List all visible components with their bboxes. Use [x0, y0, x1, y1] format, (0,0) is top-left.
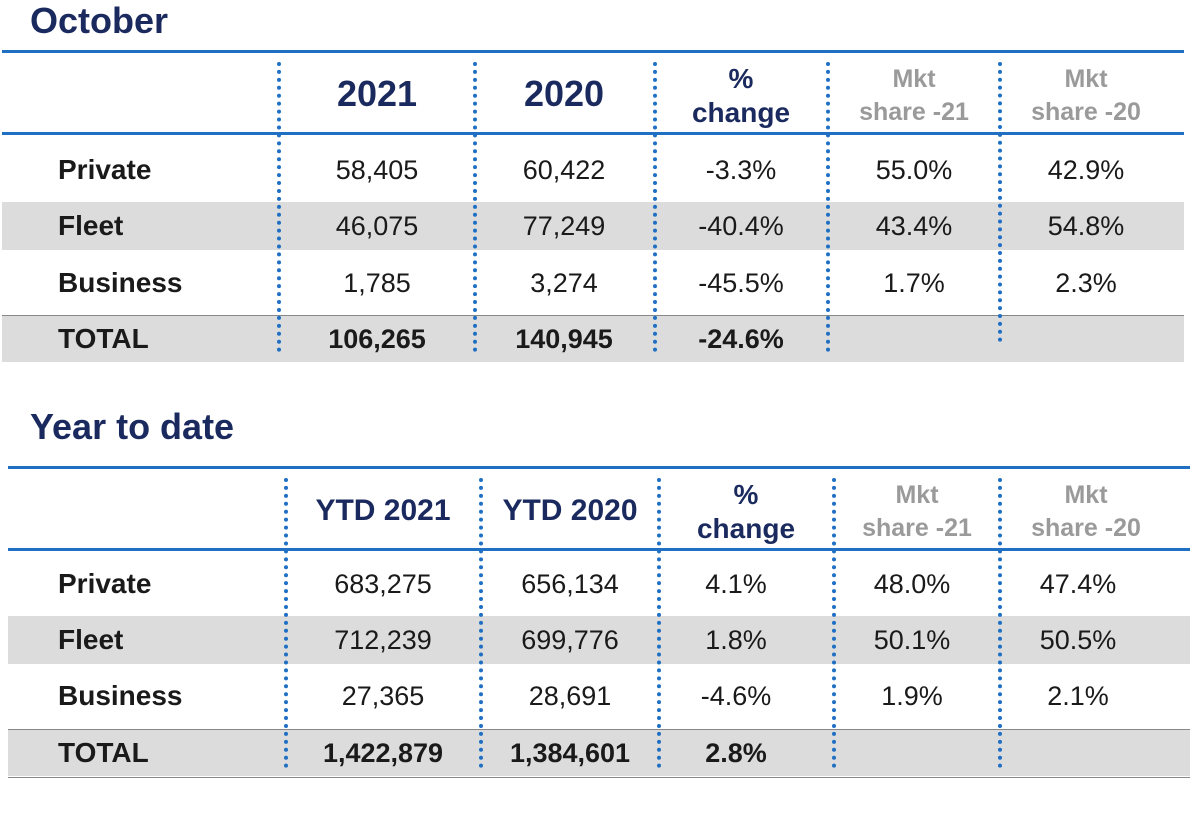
- cell-mkt-share-21-total: [831, 316, 997, 362]
- cell-ytd-2020: 656,134: [521, 568, 619, 599]
- cell-2020: 3,274: [530, 267, 598, 298]
- header-share-label: share -21: [859, 98, 969, 126]
- row-label-total: TOTAL: [58, 323, 149, 354]
- cell-ytd-2020-total: 1,384,601: [509, 737, 631, 768]
- header-change-label: change: [691, 97, 791, 128]
- cell-pct-change: -45.5%: [698, 267, 784, 298]
- cell-mkt-share-20: 47.4%: [1039, 568, 1117, 599]
- cell-pct-change: -4.6%: [700, 680, 772, 711]
- header-top-rule: [8, 466, 1190, 469]
- header-mkt-label: Mkt: [892, 65, 936, 93]
- column-divider: [826, 62, 830, 352]
- header-mkt-share-20: Mkt share -20: [1003, 476, 1169, 548]
- header-share-label: share -20: [1031, 514, 1141, 542]
- column-divider: [998, 478, 1002, 768]
- header-ytd-2021: YTD 2021: [315, 494, 451, 527]
- ytd-section: Year to date YTD 2021 YTD 2020 % change …: [0, 400, 1200, 820]
- row-label-business: Business: [58, 267, 183, 298]
- cell-ytd-2020: 699,776: [521, 624, 619, 655]
- cell-pct-change: -3.3%: [705, 154, 777, 185]
- cell-ytd-2020: 28,691: [528, 680, 612, 711]
- table-bottom-rule: [8, 777, 1190, 778]
- row-label-private: Private: [58, 154, 152, 185]
- row-label-private: Private: [58, 568, 152, 599]
- header-ytd-2020: YTD 2020: [502, 494, 638, 527]
- cell-pct-change-total: -24.6%: [698, 323, 784, 354]
- cell-mkt-share-21: 48.0%: [873, 568, 951, 599]
- header-change-label: change: [696, 513, 796, 544]
- row-band-total: [8, 730, 1190, 776]
- total-top-rule: [2, 315, 1184, 316]
- header-pct-symbol: %: [733, 479, 759, 510]
- header-2020: 2020: [523, 73, 605, 114]
- section-title: Year to date: [30, 406, 235, 447]
- cell-mkt-share-21: 43.4%: [875, 210, 953, 241]
- header-bottom-rule: [2, 132, 1184, 135]
- cell-mkt-share-21: 55.0%: [875, 154, 953, 185]
- cell-mkt-share-20-total: [1003, 316, 1169, 362]
- row-label-total: TOTAL: [58, 737, 149, 768]
- cell-mkt-share-21: 1.7%: [883, 267, 945, 298]
- cell-mkt-share-21: 1.9%: [881, 680, 943, 711]
- header-mkt-share-21: Mkt share -21: [831, 60, 997, 132]
- cell-2021-total: 106,265: [328, 323, 426, 354]
- cell-mkt-share-20: 50.5%: [1039, 624, 1117, 655]
- cell-2020: 60,422: [522, 154, 606, 185]
- header-mkt-share-20: Mkt share -20: [1003, 60, 1169, 132]
- header-pct-change: % change: [662, 476, 830, 548]
- row-label-fleet: Fleet: [58, 624, 124, 655]
- cell-pct-change: 1.8%: [705, 624, 767, 655]
- cell-pct-change: -40.4%: [698, 210, 784, 241]
- header-pct-change: % change: [658, 60, 824, 132]
- cell-2021: 1,785: [343, 267, 411, 298]
- column-divider: [479, 478, 483, 768]
- column-divider: [473, 62, 477, 352]
- cell-2021: 58,405: [335, 154, 419, 185]
- row-band-total: [2, 316, 1184, 362]
- header-bottom-rule: [8, 548, 1190, 551]
- cell-mkt-share-20: 2.3%: [1055, 267, 1117, 298]
- october-section: October 2021 2020 % change Mkt share -21…: [0, 0, 1200, 380]
- column-divider: [657, 478, 661, 768]
- header-top-rule: [2, 50, 1184, 53]
- header-mkt-label: Mkt: [895, 481, 939, 509]
- row-band-fleet: [8, 616, 1190, 664]
- cell-ytd-2021: 27,365: [341, 680, 425, 711]
- section-title: October: [30, 0, 169, 41]
- cell-mkt-share-20: 2.1%: [1047, 680, 1109, 711]
- cell-pct-change: 4.1%: [705, 568, 767, 599]
- cell-mkt-share-21-total: [837, 730, 987, 776]
- cell-2020-total: 140,945: [515, 323, 613, 354]
- header-share-label: share -20: [1031, 98, 1141, 126]
- header-share-label: share -21: [862, 514, 972, 542]
- header-2021: 2021: [336, 73, 418, 114]
- header-mkt-label: Mkt: [1064, 65, 1108, 93]
- cell-ytd-2021: 683,275: [334, 568, 432, 599]
- cell-mkt-share-20-total: [1003, 730, 1153, 776]
- cell-pct-change-total: 2.8%: [705, 737, 767, 768]
- column-divider: [653, 62, 657, 352]
- cell-mkt-share-21: 50.1%: [873, 624, 951, 655]
- header-mkt-share-21: Mkt share -21: [837, 476, 997, 548]
- cell-mkt-share-20: 54.8%: [1047, 210, 1125, 241]
- column-divider: [832, 478, 836, 768]
- cell-mkt-share-20: 42.9%: [1047, 154, 1125, 185]
- row-band-fleet: [2, 202, 1184, 250]
- column-divider: [277, 62, 281, 352]
- total-top-rule: [8, 729, 1190, 730]
- column-divider: [284, 478, 288, 768]
- column-divider: [998, 62, 1002, 342]
- header-mkt-label: Mkt: [1064, 481, 1108, 509]
- header-pct-symbol: %: [728, 63, 754, 94]
- cell-ytd-2021: 712,239: [334, 624, 432, 655]
- cell-2020: 77,249: [522, 210, 606, 241]
- row-label-fleet: Fleet: [58, 210, 124, 241]
- cell-ytd-2021-total: 1,422,879: [322, 737, 444, 768]
- row-label-business: Business: [58, 680, 183, 711]
- cell-2021: 46,075: [335, 210, 419, 241]
